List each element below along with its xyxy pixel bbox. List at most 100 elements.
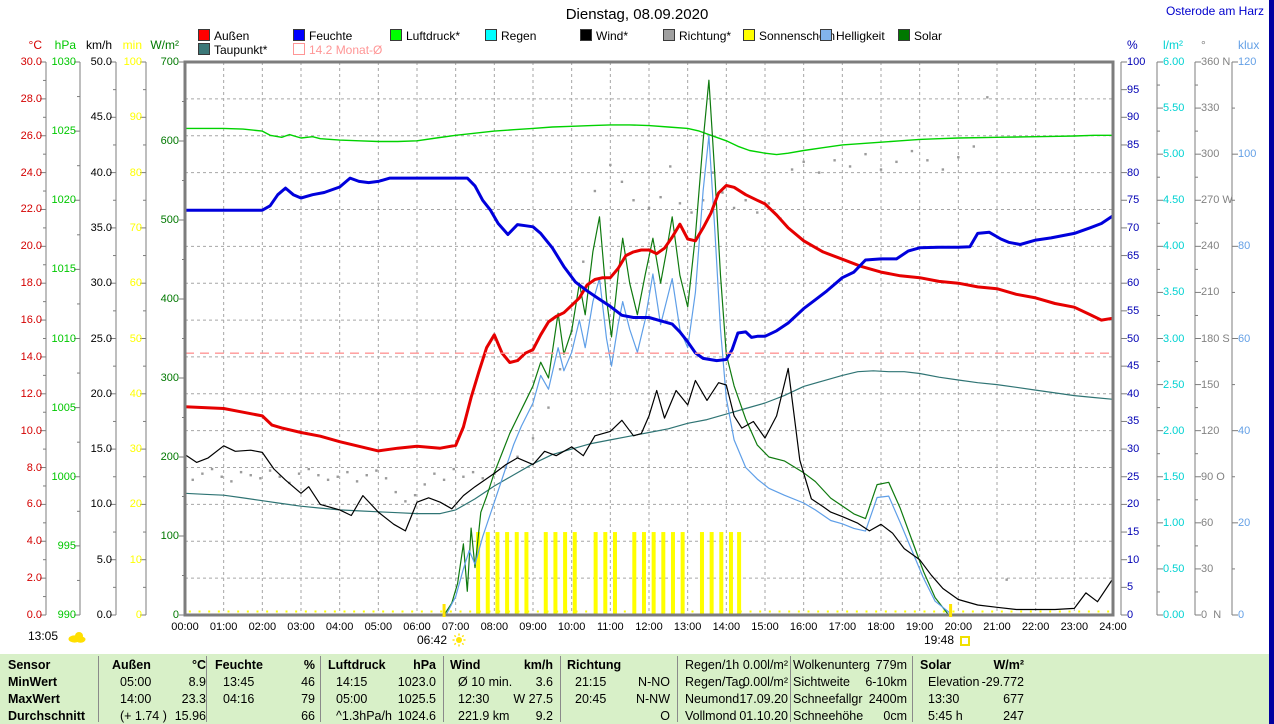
- humidity-axis-tick: 45: [1127, 360, 1140, 373]
- sunshine-bar: [709, 532, 714, 615]
- footer-cell-label: Durchschnitt: [8, 709, 86, 723]
- wind-axis-tick: 20.0: [90, 387, 112, 400]
- direction-dot: [744, 199, 747, 202]
- x-axis-label: 22:00: [1021, 621, 1050, 633]
- direction-dot: [413, 493, 417, 497]
- sunshine-axis-tick: 10: [129, 553, 142, 566]
- legend-swatch: [820, 29, 832, 41]
- footer-cell-label: 21:15: [575, 675, 607, 689]
- window-right-border: [1269, 0, 1274, 724]
- footer-separator: [912, 656, 913, 722]
- direction-dot: [317, 474, 320, 477]
- footer-cell-value: 1023.0: [397, 675, 436, 689]
- footer-cell-value: 247: [1003, 709, 1024, 723]
- footer-cell: Wind km/h: [450, 657, 553, 673]
- lux-axis-tick: 0: [1238, 609, 1245, 621]
- direction-dot: [375, 469, 378, 472]
- pressure-axis-unit: hPa: [54, 38, 76, 52]
- footer-cell-label: Ø 10 min.: [458, 675, 513, 689]
- solar-axis-tick: 100: [160, 530, 179, 542]
- sunset-marker-icon: [960, 636, 970, 646]
- footer-cell-label: 20:45: [575, 692, 607, 706]
- direction-dot: [833, 159, 836, 162]
- direction-dot: [259, 477, 262, 480]
- pressure-axis-tick: 990: [57, 609, 76, 621]
- footer-cell: 12:30 W 27.5: [450, 691, 553, 707]
- humidity-axis-tick: 10: [1127, 553, 1140, 566]
- footer-cell-value: 2400m: [868, 692, 907, 706]
- temp-axis-tick: 28.0: [20, 92, 42, 105]
- footer-cell-label: 14:00: [120, 692, 152, 706]
- direction-dot: [516, 455, 519, 458]
- temp-axis-tick: 4.0: [26, 535, 42, 548]
- sunshine-axis-tick: 50: [129, 332, 142, 345]
- pressure-axis-tick: 1000: [51, 470, 76, 483]
- temp-axis-tick: 0.0: [26, 609, 42, 621]
- footer-cell: Wolkenunterg 779m: [793, 657, 907, 673]
- direction-dot: [201, 472, 204, 475]
- direction-axis-tick: 150: [1201, 378, 1220, 391]
- legend-swatch: [485, 29, 497, 41]
- legend-label: Richtung*: [679, 29, 732, 43]
- sunshine-axis-tick: 70: [129, 221, 142, 234]
- direction-dot: [895, 160, 898, 164]
- legend-label: Luftdruck*: [406, 29, 461, 43]
- legend-label: 14.2 Monat-Ø: [309, 43, 383, 57]
- x-axis-label: 24:00: [1099, 621, 1127, 633]
- lux-axis-tick: 40: [1238, 424, 1251, 437]
- footer-group-4: Wind km/h Ø 10 min. 3.6 12:30 W 27.5 221.9 km 9…: [450, 654, 553, 724]
- temp-axis-tick: 14.0: [20, 350, 42, 363]
- direction-dot: [531, 437, 535, 440]
- direction-dot: [701, 199, 705, 202]
- footer-cell-label: Feuchte: [215, 658, 263, 672]
- x-axis-label: 11:00: [596, 621, 624, 633]
- humidity-axis-tick: 90: [1127, 111, 1140, 124]
- footer-cell-value: 15.96: [174, 709, 206, 723]
- direction-dot: [690, 211, 693, 214]
- temp-axis-tick: 8.0: [26, 461, 42, 474]
- rain-axis-tick: 3.50: [1163, 286, 1185, 299]
- pressure-axis-tick: 1025: [51, 125, 76, 138]
- direction-dot: [326, 478, 330, 482]
- footer-cell: Außen °C: [112, 657, 206, 673]
- solar-axis-tick: 700: [160, 56, 179, 68]
- footer-separator: [206, 656, 207, 722]
- footer-cell-label: Neumond: [685, 692, 740, 706]
- footer-cell-label: 221.9 km: [458, 709, 510, 723]
- direction-dot: [547, 406, 550, 409]
- x-axis-label: 05:00: [364, 621, 393, 633]
- solar-axis-tick: 400: [160, 293, 179, 305]
- temp-axis-tick: 10.0: [20, 424, 42, 437]
- direction-dot: [297, 472, 301, 475]
- temp-axis-tick: 2.0: [26, 572, 42, 585]
- direction-dot: [659, 195, 662, 199]
- footer-cell: O: [567, 708, 670, 724]
- x-axis-label: 08:00: [480, 621, 509, 633]
- direction-dot: [678, 202, 682, 205]
- direction-dot: [767, 202, 771, 205]
- footer-cell: 13:30 677: [920, 691, 1024, 707]
- legend-item-helligkeit: Helligkeit: [820, 29, 885, 43]
- direction-axis-tick: 210: [1201, 286, 1220, 299]
- footer-cell: MaxWert: [8, 691, 96, 707]
- direction-dot: [609, 163, 612, 167]
- direction-axis-tick: 90 O: [1201, 470, 1225, 483]
- footer-group-7: Wolkenunterg 779m Sichtweite 6-10km Schneefa…: [793, 654, 907, 724]
- x-axis-label: 14:00: [712, 621, 741, 633]
- humidity-axis-tick: 35: [1127, 415, 1140, 428]
- direction-dot: [926, 159, 929, 162]
- direction-dot: [756, 211, 759, 214]
- direction-dot: [191, 478, 194, 482]
- footer-cell-value: 6-10km: [865, 675, 907, 689]
- humidity-axis-tick: 30: [1127, 443, 1140, 456]
- pressure-axis-tick: 1010: [51, 332, 76, 345]
- footer-cell-value: °C: [191, 658, 206, 672]
- footer-separator: [677, 656, 678, 722]
- footer-separator: [320, 656, 321, 722]
- direction-dot: [230, 480, 233, 483]
- temp-axis-tick: 20.0: [20, 240, 42, 253]
- direction-dot: [632, 199, 635, 202]
- footer-group-1: Außen °C 05:00 8.9 14:00 23.3 (+ 1.74 ) 15.96: [112, 654, 206, 724]
- footer-cell-label: Wolkenunterg: [793, 658, 870, 672]
- x-axis-label: 00:00: [171, 621, 199, 633]
